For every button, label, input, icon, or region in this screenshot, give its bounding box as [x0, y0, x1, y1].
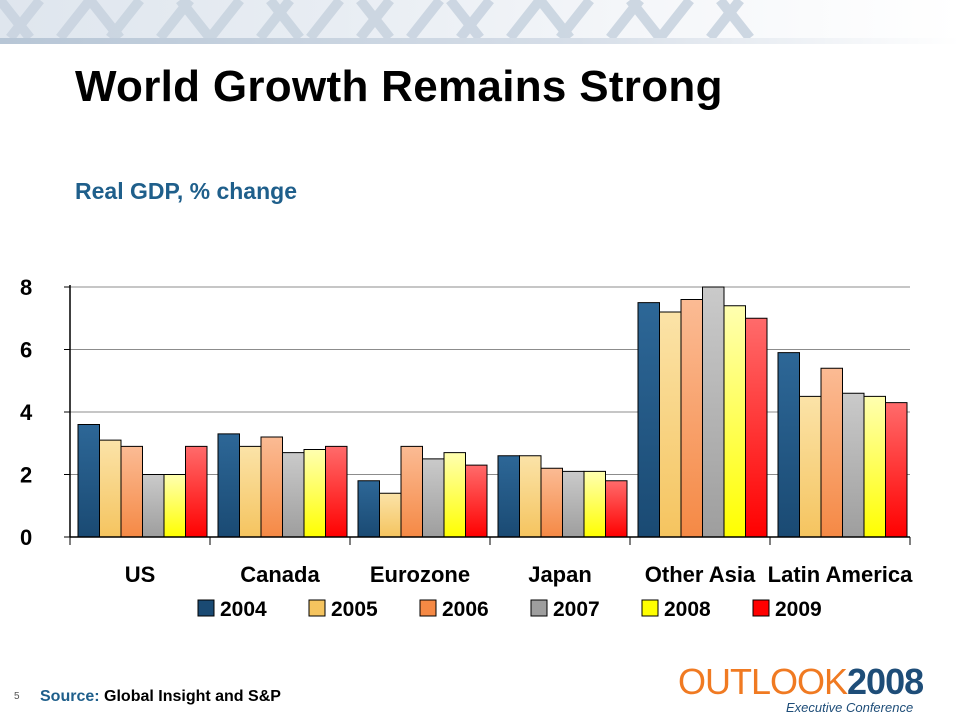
bar — [422, 458, 445, 538]
source-label: Source: — [40, 688, 100, 705]
bar — [863, 395, 886, 538]
category-label: Eurozone — [370, 562, 470, 587]
category-label: Other Asia — [645, 562, 756, 587]
logo-word-year: 2008 — [847, 661, 924, 702]
bar — [99, 439, 122, 538]
y-tick-label: 0 — [20, 525, 32, 550]
bar — [745, 317, 768, 538]
bar — [777, 352, 800, 538]
legend-label: 2009 — [775, 598, 822, 621]
legend-swatch — [752, 599, 770, 617]
category-label: Canada — [240, 562, 320, 587]
chart-subtitle: Real GDP, % change — [75, 178, 297, 204]
y-tick-label: 8 — [20, 275, 32, 300]
header-divider — [0, 38, 960, 44]
header-banner — [0, 0, 960, 38]
logo-word-outlook: OUTLOOK — [678, 661, 848, 702]
legend-label: 2006 — [442, 598, 489, 621]
legend-label: 2007 — [553, 598, 600, 621]
bar — [497, 455, 520, 538]
bar — [820, 367, 843, 538]
bar — [583, 470, 606, 538]
bar — [799, 395, 822, 538]
bar — [379, 492, 402, 538]
bar — [325, 445, 348, 538]
bar — [562, 470, 585, 538]
bar — [519, 455, 542, 538]
bar — [239, 445, 262, 538]
bar — [400, 445, 423, 538]
bar — [540, 467, 563, 538]
y-tick-label: 2 — [20, 463, 32, 488]
bar — [77, 424, 100, 538]
banner-pattern — [0, 0, 754, 38]
bar — [357, 480, 380, 538]
legend-swatch — [641, 599, 659, 617]
bar — [443, 452, 466, 538]
legend-swatch — [419, 599, 437, 617]
bar — [680, 299, 703, 538]
bar — [659, 311, 682, 538]
bar — [465, 464, 488, 538]
bar — [885, 402, 908, 538]
bar — [217, 433, 240, 538]
category-label: US — [125, 562, 156, 587]
legend-label: 2005 — [331, 598, 378, 621]
slide-title: World Growth Remains Strong — [75, 62, 723, 111]
bar — [637, 302, 660, 538]
gdp-bar-chart: 0 2 4 6 8 US Canada Eurozone Japan Other Asia Lati… — [20, 275, 913, 621]
y-tick-label: 6 — [20, 338, 32, 363]
bar — [842, 392, 865, 538]
category-label: Japan — [528, 562, 592, 587]
source-text: Global Insight and S&P — [99, 688, 281, 705]
legend-label: 2004 — [220, 598, 267, 621]
logo-word: OUTLOOK2008 — [678, 661, 924, 702]
bar — [185, 445, 208, 538]
page-number: 5 — [14, 691, 20, 702]
legend-swatch — [308, 599, 326, 617]
bar — [702, 286, 725, 538]
category-label: Latin America — [768, 562, 913, 587]
bar — [723, 305, 746, 538]
outlook-2008-logo: OUTLOOK2008 Executive Conference — [678, 661, 924, 718]
logo-subtitle: Executive Conference — [786, 700, 914, 715]
source-note: Source: Global Insight and S&P — [40, 688, 281, 706]
legend-label: 2008 — [664, 598, 711, 621]
bar — [282, 452, 305, 538]
bar — [163, 474, 186, 538]
y-tick-label: 4 — [20, 400, 33, 425]
legend-swatch — [197, 599, 215, 617]
legend-swatch — [530, 599, 548, 617]
bar — [260, 436, 283, 538]
bar — [303, 449, 326, 538]
bar — [142, 474, 165, 538]
bar — [120, 445, 143, 538]
bar — [605, 480, 628, 538]
